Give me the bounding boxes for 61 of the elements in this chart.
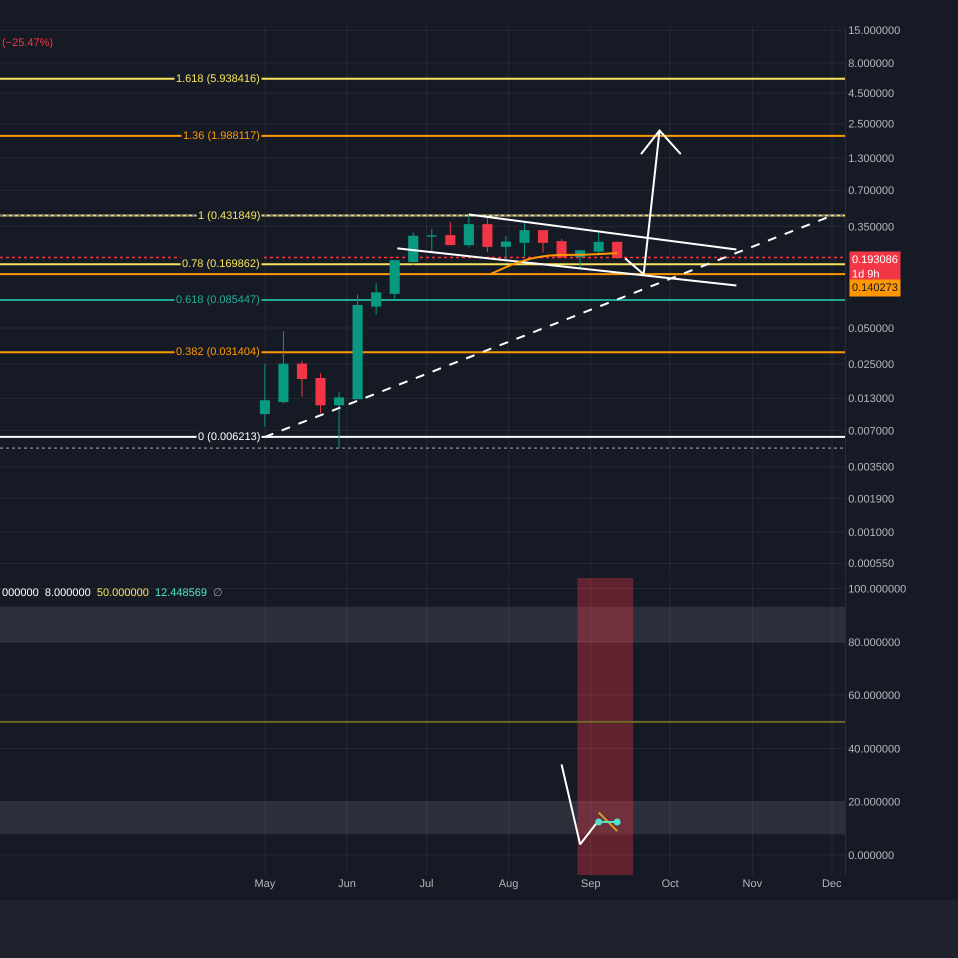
x-tick-label: May bbox=[254, 878, 276, 890]
ref-line-label: 1.618 (5.938416) bbox=[176, 73, 260, 85]
annotation: 8.000000 bbox=[44, 587, 91, 599]
candlestick bbox=[538, 230, 548, 253]
y-tick-label: 15.000000 bbox=[848, 25, 900, 38]
ref-line-label: 0.193086 1d 9h bbox=[852, 254, 898, 280]
x-tick-label: Aug bbox=[498, 878, 518, 890]
candlestick bbox=[519, 222, 530, 257]
candlestick bbox=[296, 360, 308, 398]
y-tick-label: 0.050000 bbox=[848, 322, 894, 335]
ref-line-label: 0.618 (0.085447) bbox=[176, 294, 260, 306]
candlestick bbox=[278, 330, 288, 404]
x-tick-label: Jul bbox=[419, 878, 434, 890]
candlestick bbox=[482, 216, 492, 253]
candlestick bbox=[390, 260, 400, 300]
y-tick-label: 0.003500 bbox=[848, 462, 894, 474]
y-tick-label: 0.700000 bbox=[848, 185, 894, 198]
x-tick-label: Oct bbox=[662, 878, 679, 890]
annotation: 50.000000 bbox=[96, 587, 149, 599]
y-tick-label: 0.007000 bbox=[848, 425, 894, 438]
y-tick-label: 1.300000 bbox=[848, 152, 894, 165]
x-tick-label: Sep bbox=[580, 878, 600, 890]
y-tick-label: 0.013000 bbox=[848, 393, 894, 406]
candlestick bbox=[371, 282, 382, 315]
candlestick bbox=[500, 235, 511, 260]
candlestick bbox=[426, 228, 437, 252]
candlestick bbox=[334, 392, 344, 449]
candlestick bbox=[594, 232, 604, 256]
ref-line-label: 1.36 (1.988117) bbox=[183, 130, 260, 142]
y-tick-label: 0.350000 bbox=[848, 221, 894, 234]
y-tick-label: 80.000000 bbox=[848, 636, 900, 649]
ref-line-label: 0.78 (0.169862) bbox=[182, 258, 260, 270]
candlestick bbox=[464, 214, 474, 248]
y-tick-label: 0.001900 bbox=[848, 494, 894, 506]
y-tick-label: 20.000000 bbox=[848, 796, 900, 809]
y-tick-label: 60.000000 bbox=[848, 690, 900, 702]
candlestick bbox=[260, 364, 270, 427]
candlestick bbox=[315, 372, 326, 414]
x-tick-label: Jun bbox=[338, 878, 356, 890]
annotation: (−25.47%) bbox=[2, 37, 54, 49]
ref-line-label: 1 (0.431849) bbox=[198, 210, 260, 222]
y-tick-label: 40.000000 bbox=[848, 743, 900, 756]
y-tick-label: 0.000550 bbox=[848, 558, 894, 570]
x-tick-label: Dec bbox=[822, 878, 842, 890]
ref-line-label: 0 (0.006213) bbox=[198, 431, 260, 443]
candlestick bbox=[352, 294, 363, 400]
y-tick-label: 100.000000 bbox=[848, 584, 906, 596]
annotation: ∅ bbox=[213, 587, 224, 599]
y-tick-label: 0.025000 bbox=[848, 359, 894, 372]
y-tick-label: 8.000000 bbox=[848, 58, 894, 70]
candlestick bbox=[408, 232, 418, 266]
annotation: 12.448569 bbox=[154, 587, 207, 599]
x-tick-label: Nov bbox=[742, 878, 763, 890]
y-tick-label: 0.000000 bbox=[848, 850, 894, 862]
ref-line-label: 0.382 (0.031404) bbox=[176, 346, 260, 358]
annotation: 000000 bbox=[2, 587, 39, 599]
ref-line-label: 0.140273 bbox=[852, 282, 898, 294]
candlestick bbox=[445, 221, 456, 246]
y-tick-label: 0.001000 bbox=[848, 527, 894, 540]
y-tick-label: 2.500000 bbox=[848, 118, 894, 131]
y-tick-label: 4.500000 bbox=[848, 88, 894, 100]
